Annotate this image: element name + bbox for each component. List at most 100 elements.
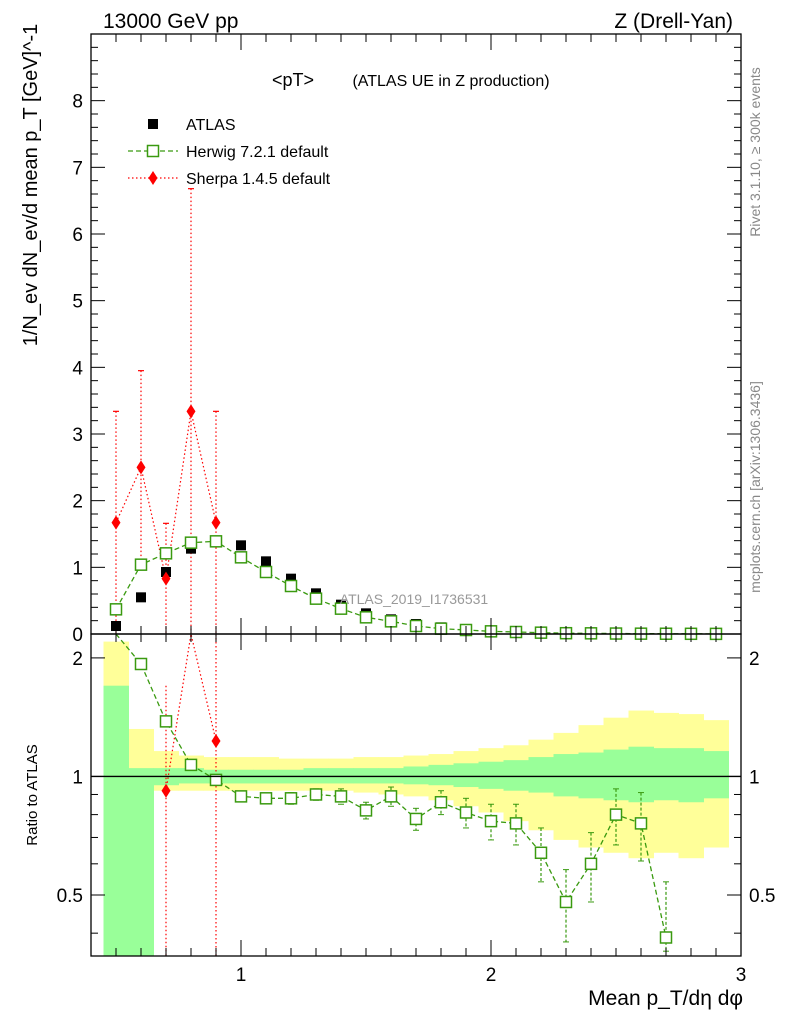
ratio-band-inner — [328, 768, 354, 784]
herwig-ratio-point — [409, 812, 423, 826]
ratio-band-inner — [178, 768, 204, 784]
x-tick-label: 1 — [236, 965, 247, 986]
sherpa-line — [115, 411, 217, 579]
herwig-ratio-point — [584, 857, 598, 871]
main-y-tick-label: 7 — [72, 158, 83, 179]
ratio-y-tick-label-left: 1 — [72, 767, 83, 788]
herwig-ratio-point — [184, 758, 198, 772]
ratio-band-inner — [403, 766, 429, 785]
main-y-tick-label: 2 — [72, 492, 83, 513]
x-tick-label: 2 — [486, 965, 497, 986]
legend-sherpa-marker — [148, 171, 158, 185]
ratio-band-inner — [503, 760, 529, 791]
herwig-point — [384, 615, 398, 628]
sherpa-ratio-point — [211, 734, 221, 749]
ratio-band-inner — [703, 751, 729, 799]
herwig-point — [259, 565, 273, 579]
ratio-y-tick-label-right: 2 — [749, 649, 760, 670]
legend-herwig-marker — [146, 144, 160, 158]
herwig-ratio-point — [159, 715, 173, 728]
herwig-ratio-point — [234, 790, 248, 803]
atlas-point — [261, 556, 271, 567]
herwig-ratio-point — [259, 792, 273, 805]
ratio-band-inner — [453, 763, 479, 788]
ratio-panel-series — [115, 633, 673, 956]
ratio-y-axis-title: Ratio to ATLAS — [24, 744, 41, 845]
sherpa-point — [136, 460, 146, 475]
sherpa-ratio-line — [165, 633, 217, 791]
herwig-ratio-point — [484, 814, 498, 828]
main-y-tick-label: 1 — [72, 558, 83, 579]
main-y-tick-label: 8 — [72, 92, 83, 113]
ratio-band-inner — [353, 768, 379, 784]
atlas-point — [136, 592, 146, 603]
header-left: 13000 GeV pp — [103, 10, 238, 33]
herwig-ratio-point — [459, 806, 473, 819]
main-panel-axes: 0 1 2 3 4 5 6 7 8 — [72, 33, 742, 646]
legend-label: Sherpa 1.4.5 default — [186, 171, 331, 188]
main-y-tick-label: 5 — [72, 292, 83, 313]
ratio-band-inner — [603, 749, 629, 801]
herwig-ratio-point — [609, 808, 623, 821]
chart-subtitle: (ATLAS UE in Z production) — [352, 73, 549, 90]
sherpa-ratio-point — [161, 783, 171, 798]
ratio-band-inner — [103, 685, 129, 956]
herwig-point — [159, 547, 173, 560]
herwig-ratio-point — [434, 795, 448, 809]
herwig-ratio-point — [559, 895, 573, 909]
herwig-ratio-point — [634, 817, 648, 830]
analysis-label: ATLAS_2019_I1736531 — [340, 591, 489, 607]
herwig-point — [359, 611, 373, 624]
herwig-ratio-point — [334, 790, 348, 803]
legend-atlas-marker — [148, 119, 158, 129]
herwig-point — [109, 603, 123, 616]
main-y-tick-label: 4 — [72, 358, 83, 379]
herwig-ratio-point — [534, 846, 548, 860]
herwig-ratio-point — [509, 817, 523, 830]
ratio-band-inner — [678, 748, 704, 803]
herwig-point — [134, 558, 148, 571]
ratio-y-tick-label-right: 1 — [749, 767, 760, 788]
ratio-band-inner — [303, 768, 329, 784]
sherpa-point — [111, 515, 121, 530]
ratio-panel-bands — [103, 641, 729, 956]
legend: ATLAS Herwig 7.2.1 default Sherpa 1.4.5 de… — [128, 117, 331, 188]
legend-label: Herwig 7.2.1 default — [186, 144, 329, 161]
ratio-band-inner — [653, 748, 679, 801]
ratio-band-inner — [553, 754, 579, 797]
herwig-point — [309, 592, 323, 605]
chart-title: <pT> — [272, 70, 314, 90]
ratio-band-inner — [128, 768, 154, 956]
ratio-band-inner — [378, 768, 404, 784]
sherpa-point — [186, 404, 196, 419]
herwig-ratio-point — [134, 657, 148, 671]
herwig-ratio-point — [359, 804, 373, 817]
ratio-band-inner — [478, 761, 504, 789]
ratio-y-tick-label-left: 2 — [72, 649, 83, 670]
herwig-point — [284, 579, 298, 593]
herwig-ratio-point — [384, 790, 398, 803]
atlas-point — [236, 540, 246, 551]
mcplots-label: mcplots.cern.ch [arXiv:1306.3436] — [747, 381, 763, 593]
ratio-y-tick-label-right: 0.5 — [749, 886, 775, 907]
atlas-point — [286, 573, 296, 584]
herwig-ratio-point — [309, 788, 323, 801]
x-axis-title: Mean p_T/dη dφ — [588, 987, 743, 1010]
ratio-band-inner — [528, 757, 554, 793]
main-y-tick-label: 6 — [72, 225, 83, 246]
herwig-point — [334, 602, 348, 615]
sherpa-point — [161, 571, 171, 586]
legend-label: ATLAS — [186, 117, 236, 134]
ratio-band-inner — [578, 752, 604, 799]
header-right: Z (Drell-Yan) — [614, 10, 733, 33]
ratio-y-tick-label-left: 0.5 — [57, 886, 83, 907]
x-tick-label: 3 — [736, 965, 747, 986]
herwig-point — [184, 536, 198, 549]
ratio-panel-axes: 1 2 3 0.5 0.5 1 1 2 2 — [57, 633, 775, 986]
herwig-ratio-point — [659, 931, 673, 944]
main-y-tick-label: 3 — [72, 425, 83, 446]
ratio-band-inner — [428, 764, 454, 786]
herwig-ratio-point — [209, 773, 223, 787]
herwig-point — [234, 551, 248, 564]
